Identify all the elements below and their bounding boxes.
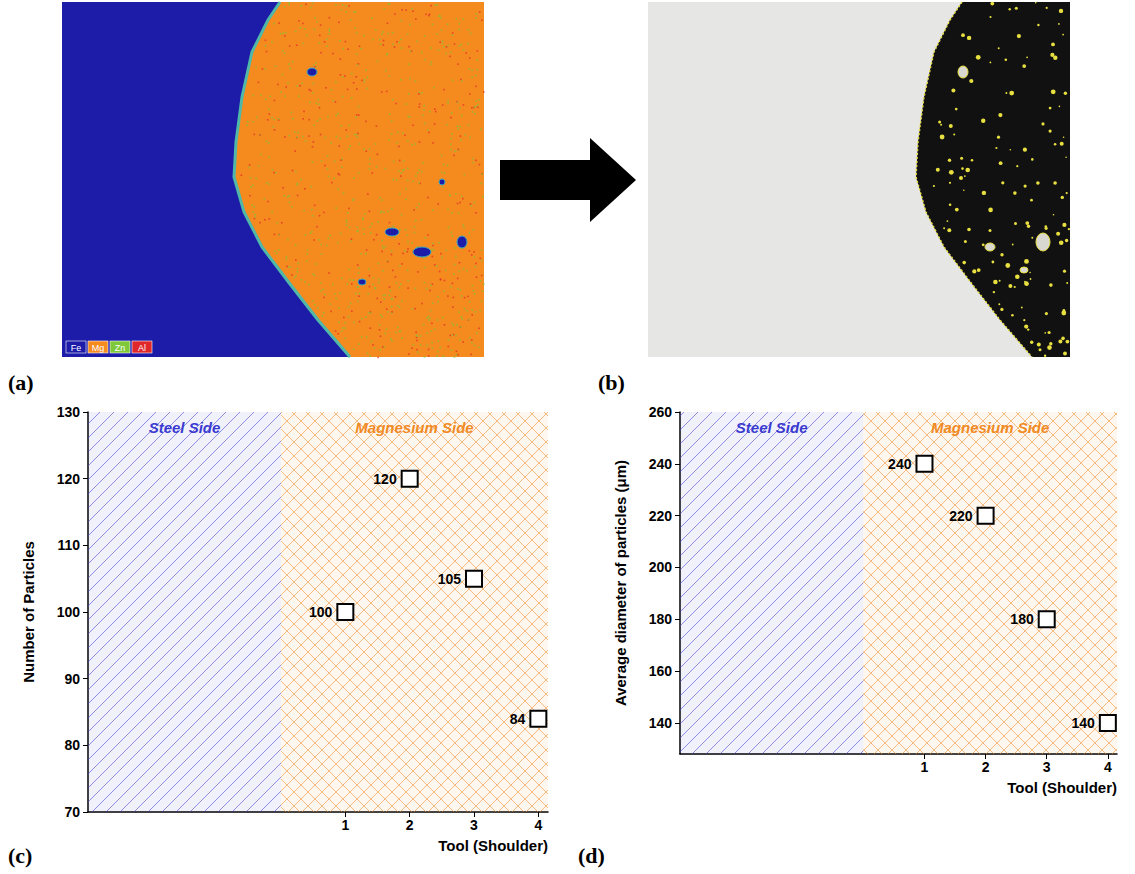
svg-text:Fe: Fe	[71, 343, 82, 353]
svg-text:180: 180	[649, 611, 673, 627]
svg-text:160: 160	[649, 663, 673, 679]
svg-text:240: 240	[649, 456, 673, 472]
svg-text:Tool (Shoulder): Tool (Shoulder)	[438, 837, 548, 854]
svg-text:(a): (a)	[8, 370, 34, 395]
svg-text:260: 260	[649, 404, 673, 420]
svg-text:Number of Particles: Number of Particles	[20, 541, 37, 683]
svg-text:(c): (c)	[8, 843, 32, 868]
svg-text:3: 3	[1043, 759, 1051, 775]
svg-text:4: 4	[534, 817, 542, 833]
svg-text:180: 180	[1010, 611, 1034, 627]
svg-text:105: 105	[438, 571, 462, 587]
svg-text:Zn: Zn	[115, 343, 126, 353]
svg-text:140: 140	[649, 715, 673, 731]
svg-text:2: 2	[982, 759, 990, 775]
svg-text:Steel Side: Steel Side	[736, 419, 808, 436]
svg-text:84: 84	[510, 711, 526, 727]
svg-text:3: 3	[470, 817, 478, 833]
svg-text:110: 110	[57, 537, 80, 553]
svg-text:Average diameter of particles: Average diameter of particles (μm)	[612, 460, 629, 706]
svg-text:100: 100	[309, 604, 333, 620]
svg-text:4: 4	[1104, 759, 1112, 775]
svg-text:1: 1	[921, 759, 929, 775]
svg-text:200: 200	[649, 559, 673, 575]
svg-text:Magnesium Side: Magnesium Side	[931, 419, 1049, 436]
svg-text:120: 120	[57, 471, 81, 487]
svg-text:80: 80	[64, 737, 80, 753]
svg-text:220: 220	[949, 508, 973, 524]
svg-text:1: 1	[341, 817, 349, 833]
svg-text:Al: Al	[138, 343, 146, 353]
svg-text:(d): (d)	[578, 843, 605, 868]
svg-text:220: 220	[649, 508, 673, 524]
svg-text:70: 70	[64, 804, 80, 820]
svg-text:100: 100	[57, 604, 81, 620]
svg-text:(b): (b)	[598, 370, 625, 395]
svg-text:Steel Side: Steel Side	[149, 419, 221, 436]
svg-text:90: 90	[64, 671, 80, 687]
svg-text:2: 2	[406, 817, 414, 833]
svg-text:140: 140	[1071, 715, 1095, 731]
svg-text:Magnesium Side: Magnesium Side	[355, 419, 473, 436]
svg-text:120: 120	[373, 471, 397, 487]
svg-text:130: 130	[57, 404, 81, 420]
svg-text:Tool (Shoulder): Tool (Shoulder)	[1007, 779, 1117, 796]
svg-text:240: 240	[888, 456, 912, 472]
svg-text:Mg: Mg	[92, 343, 105, 353]
